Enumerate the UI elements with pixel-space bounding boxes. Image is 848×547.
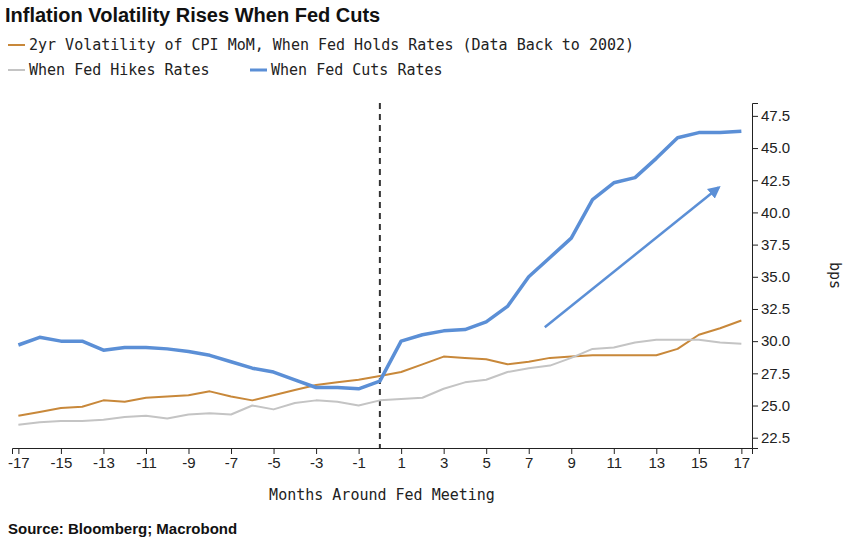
x-tick-label: 3	[440, 454, 448, 471]
x-tick: 9	[568, 448, 576, 471]
y-tick-label: 40.0	[761, 204, 790, 221]
x-tick: 13	[648, 448, 665, 471]
x-tick: -3	[310, 448, 323, 471]
y-tick-label: 35.0	[761, 268, 790, 285]
x-axis-label: Months Around Fed Meeting	[269, 486, 495, 504]
x-tick: -1	[352, 448, 365, 471]
y-tick: 40.0	[752, 204, 790, 221]
legend-item: When Fed Hikes Rates	[8, 61, 210, 79]
y-tick-mark	[752, 406, 758, 407]
y-tick: 32.5	[752, 300, 790, 317]
x-tick: 15	[691, 448, 708, 471]
x-tick: -5	[267, 448, 280, 471]
x-tick-label: 1	[397, 454, 405, 471]
x-tick: 17	[734, 448, 751, 471]
x-tick: 1	[397, 448, 405, 471]
x-tick-label: -11	[136, 454, 157, 471]
x-tick: 11	[606, 448, 622, 471]
y-tick: 37.5	[752, 236, 790, 253]
legend-item: 2yr Volatility of CPI MoM, When Fed Hold…	[8, 36, 634, 54]
y-tick-mark	[752, 212, 758, 213]
legend-label: 2yr Volatility of CPI MoM, When Fed Hold…	[29, 36, 634, 54]
y-tick-mark	[752, 116, 758, 117]
y-tick-label: 30.0	[761, 332, 790, 349]
y-tick: 35.0	[752, 268, 790, 285]
x-tick-label: 7	[525, 454, 533, 471]
x-tick-label: -17	[8, 454, 30, 471]
x-tick-label: -15	[51, 454, 73, 471]
legend-swatch	[8, 44, 25, 46]
y-tick-label: 37.5	[761, 236, 790, 253]
x-tick: -17	[8, 448, 30, 471]
series-line	[18, 321, 741, 416]
x-tick-label: 11	[606, 454, 622, 471]
y-tick-mark	[752, 180, 758, 181]
y-tick-label: 47.5	[761, 107, 790, 124]
x-tick: 5	[483, 448, 491, 471]
y-tick: 22.5	[752, 429, 790, 446]
y-tick: 42.5	[752, 172, 790, 189]
chart: Inflation Volatility Rises When Fed Cuts…	[0, 0, 848, 547]
y-tick-label: 22.5	[761, 429, 790, 446]
x-tick-label: -9	[182, 454, 195, 471]
x-axis-line	[13, 449, 753, 455]
y-tick-label: 32.5	[761, 300, 790, 317]
legend-label: When Fed Cuts Rates	[271, 61, 443, 79]
y-tick-mark	[752, 148, 758, 149]
x-tick-label: 17	[734, 454, 751, 471]
y-tick-mark	[752, 309, 758, 310]
x-tick-label: 13	[648, 454, 665, 471]
x-tick: -11	[136, 448, 157, 471]
x-axis: -17-15-13-11-9-7-5-3-11357911131517	[8, 448, 752, 471]
plot-area	[18, 103, 741, 448]
x-tick-label: -1	[352, 454, 365, 471]
x-tick-label: -3	[310, 454, 323, 471]
x-tick-label: 15	[691, 454, 708, 471]
x-tick-label: -5	[267, 454, 280, 471]
y-tick-mark	[752, 341, 758, 342]
legend-item: When Fed Cuts Rates	[250, 61, 443, 79]
y-tick-mark	[752, 438, 758, 439]
y-tick: 47.5	[752, 107, 790, 124]
y-tick-mark	[752, 277, 758, 278]
source: Source: Bloomberg; Macrobond	[8, 520, 237, 537]
y-tick: 25.0	[752, 397, 790, 414]
x-tick: -9	[182, 448, 195, 471]
x-tick: 3	[440, 448, 448, 471]
x-tick-label: 5	[483, 454, 491, 471]
trend-arrow	[545, 188, 719, 328]
x-tick-label: -13	[93, 454, 115, 471]
x-tick: -13	[93, 448, 115, 471]
x-tick-label: -7	[225, 454, 238, 471]
series-line	[18, 131, 741, 388]
legend-label: When Fed Hikes Rates	[29, 61, 210, 79]
y-tick: 30.0	[752, 332, 790, 349]
y-tick-label: 42.5	[761, 172, 790, 189]
legend-swatch	[8, 69, 25, 71]
y-tick: 27.5	[752, 365, 790, 382]
x-tick-label: 9	[568, 454, 576, 471]
y-axis: 22.5 25.0 27.5 30.0 32.5 35.0 37.5 40.0 42.5 45.0…	[752, 104, 790, 449]
y-axis-label: bps	[826, 262, 844, 289]
legend-swatch	[250, 69, 267, 72]
y-tick-label: 27.5	[761, 365, 790, 382]
y-tick-label: 45.0	[761, 139, 790, 156]
title: Inflation Volatility Rises When Fed Cuts	[5, 4, 380, 26]
x-tick: -7	[225, 448, 238, 471]
y-tick-mark	[752, 373, 758, 374]
y-tick-mark	[752, 245, 758, 246]
y-tick: 45.0	[752, 139, 790, 156]
reference-line	[379, 103, 381, 448]
y-tick-label: 25.0	[761, 397, 790, 414]
x-tick: -15	[51, 448, 73, 471]
y-axis-line	[753, 104, 759, 449]
x-tick: 7	[525, 448, 533, 471]
